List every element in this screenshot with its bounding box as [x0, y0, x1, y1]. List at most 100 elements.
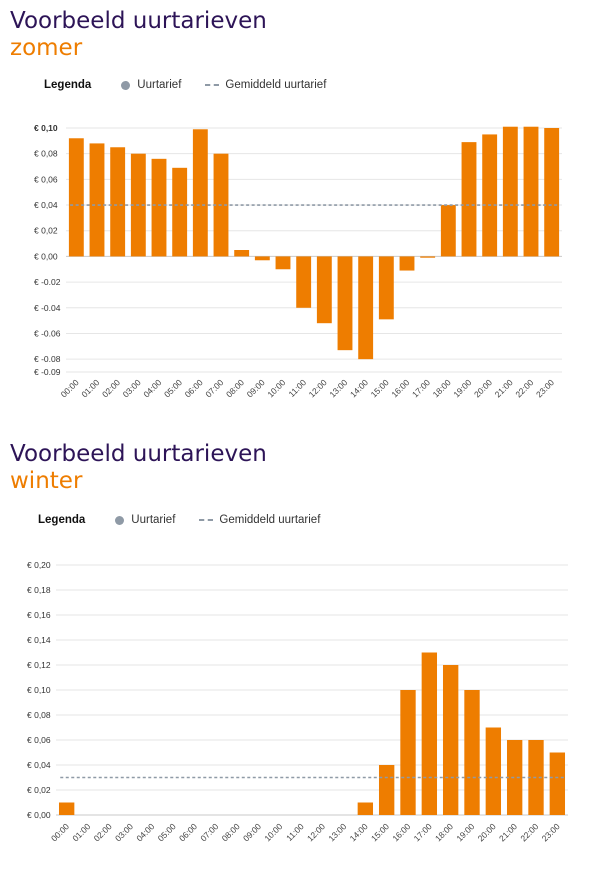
summer-subtitle: zomer: [10, 35, 83, 61]
winter-ytick-label: € 0,08: [27, 710, 51, 720]
summer-bar: [234, 250, 250, 257]
winter-ytick-label: € 0,18: [27, 585, 51, 595]
summer-legend-title: Legenda: [44, 79, 92, 91]
summer-legend-bar-label: Uurtarief: [137, 79, 182, 91]
winter-bar: [464, 690, 480, 815]
winter-xtick-label: 05:00: [156, 821, 178, 843]
summer-xtick-label: 14:00: [348, 377, 370, 399]
winter-xtick-label: 22:00: [518, 821, 540, 843]
winter-chart: € 0,20 € 0,18 € 0,16 € 0,14 € 0,12 € 0,10 € 0,…: [27, 560, 568, 843]
summer-xtick-label: 16:00: [389, 377, 411, 399]
summer-xtick-label: 05:00: [162, 377, 184, 399]
summer-xtick-label: 23:00: [534, 377, 556, 399]
winter-legend-bar-label: Uurtarief: [131, 514, 176, 526]
summer-bar: [399, 256, 415, 271]
summer-bar: [358, 256, 374, 360]
summer-bar: [275, 256, 291, 270]
summer-bar: [378, 256, 394, 320]
winter-bar: [549, 752, 566, 815]
winter-bar: [58, 802, 75, 815]
winter-xtick-label: 12:00: [305, 821, 327, 843]
summer-ytick-label: € 0,04: [34, 200, 58, 210]
summer-xtick-label: 13:00: [327, 377, 349, 399]
winter-ytick-label: € 0,20: [27, 560, 51, 570]
winter-xtick-label: 01:00: [70, 821, 92, 843]
winter-xtick-label: 17:00: [412, 821, 434, 843]
winter-bar: [442, 665, 459, 815]
winter-xtick-label: 07:00: [198, 821, 220, 843]
summer-ytick-label: € 0,08: [34, 149, 58, 159]
winter-bar: [357, 802, 374, 815]
winter-ytick-label: € 0,14: [27, 635, 51, 645]
winter-xtick-label: 04:00: [134, 821, 156, 843]
summer-xtick-label: 15:00: [369, 377, 391, 399]
summer-bar: [296, 256, 312, 308]
winter-legend-avg-marker: [199, 519, 214, 521]
summer-ytick-label: € 0,00: [34, 251, 58, 261]
summer-xtick-label: 11:00: [286, 377, 308, 399]
winter-xtick-label: 06:00: [177, 821, 199, 843]
winter-xtick-label: 20:00: [476, 821, 498, 843]
winter-xtick-label: 03:00: [113, 821, 135, 843]
winter-xtick-label: 00:00: [49, 821, 71, 843]
summer-xtick-label: 06:00: [183, 377, 205, 399]
winter-ytick-label: € 0,10: [27, 685, 51, 695]
summer-xtick-label: 00:00: [59, 377, 81, 399]
summer-xtick-label: 03:00: [121, 377, 143, 399]
winter-xtick-label: 02:00: [92, 821, 114, 843]
summer-bar: [172, 167, 188, 257]
winter-bar: [485, 727, 502, 815]
winter-xtick-label: 18:00: [433, 821, 455, 843]
summer-ytick-label: € 0,06: [34, 174, 58, 184]
summer-bar: [151, 158, 167, 257]
summer-legend-avg-label: Gemiddeld uurtarief: [225, 79, 327, 91]
winter-legend-bar-marker: [115, 515, 125, 525]
summer-ytick-label: € -0.09: [34, 367, 61, 377]
summer-bar: [440, 205, 456, 257]
summer-bar: [254, 256, 270, 261]
summer-bar: [502, 126, 518, 257]
summer-xtick-label: 07:00: [203, 377, 225, 399]
summer-bar: [461, 142, 477, 257]
summer-ytick-label: € 0,10: [34, 123, 58, 133]
winter-bar: [378, 765, 395, 815]
summer-bar: [420, 256, 436, 258]
winter-bar: [421, 652, 438, 815]
winter-title: Voorbeeld uurtarieven: [10, 441, 267, 467]
winter-xtick-label: 14:00: [348, 821, 370, 843]
summer-legend-avg-marker: [205, 84, 220, 86]
summer-xtick-label: 09:00: [245, 377, 267, 399]
summer-bar: [482, 134, 498, 257]
summer-bar: [337, 256, 353, 351]
summer-xtick-label: 01:00: [79, 377, 101, 399]
summer-xtick-label: 20:00: [472, 377, 494, 399]
summer-ytick-label: € -0.08: [34, 354, 61, 364]
summer-xtick-label: 04:00: [141, 377, 163, 399]
summer-ytick-label: € -0.06: [34, 328, 61, 338]
summer-bar: [110, 147, 126, 257]
summer-bar: [544, 128, 560, 257]
winter-ytick-label: € 0,04: [27, 760, 51, 770]
summer-xtick-label: 08:00: [224, 377, 246, 399]
winter-ytick-label: € 0,06: [27, 735, 51, 745]
summer-title: Voorbeeld uurtarieven: [10, 8, 267, 34]
summer-bar: [316, 256, 332, 324]
summer-ytick-label: € -0.04: [34, 303, 61, 313]
winter-xtick-label: 21:00: [497, 821, 519, 843]
summer-xtick-label: 02:00: [100, 377, 122, 399]
summer-ytick-label: € 0,02: [34, 226, 58, 236]
summer-chart: € 0,10 € 0,08 € 0,06 € 0,04 € 0,02 € 0,00 € -0…: [34, 123, 562, 399]
summer-bar: [68, 138, 84, 257]
winter-xtick-label: 16:00: [390, 821, 412, 843]
winter-ytick-label: € 0,12: [27, 660, 51, 670]
summer-bar: [89, 143, 105, 257]
winter-ytick-label: € 0,02: [27, 785, 51, 795]
winter-ytick-label: € 0,16: [27, 610, 51, 620]
summer-xtick-label: 10:00: [265, 377, 287, 399]
winter-legend-avg-label: Gemiddeld uurtarief: [219, 514, 321, 526]
winter-xtick-label: 23:00: [540, 821, 562, 843]
winter-panel: Voorbeeld uurtarieven winter Legenda Uur…: [0, 435, 595, 870]
winter-bar: [506, 740, 523, 815]
summer-bar: [192, 129, 208, 257]
summer-legend-bar-marker: [121, 80, 131, 90]
